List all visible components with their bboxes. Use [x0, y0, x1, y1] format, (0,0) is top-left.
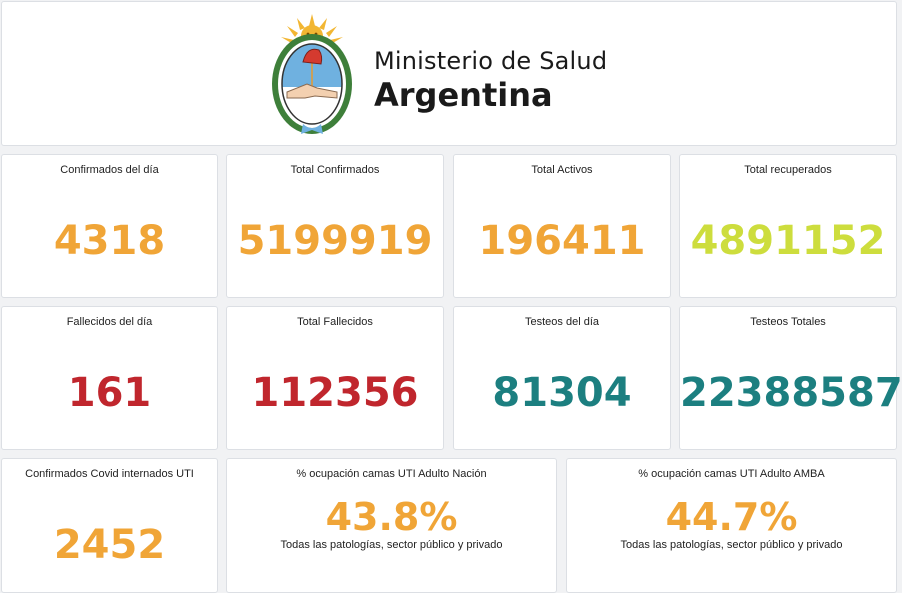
stat-label: Total Fallecidos	[297, 316, 373, 328]
stat-card-total-recuperados: Total recuperados 4891152	[679, 154, 897, 298]
stat-card-total-fallecidos: Total Fallecidos 112356	[226, 306, 444, 450]
header-banner: Ministerio de Salud Argentina	[1, 1, 897, 146]
stat-card-confirmados-dia: Confirmados del día 4318	[1, 154, 218, 298]
stat-value: 2452	[53, 522, 166, 568]
stat-card-ocupacion-amba: % ocupación camas UTI Adulto AMBA 44.7% …	[566, 458, 897, 593]
stat-card-testeos-totales: Testeos Totales 22388587	[679, 306, 902, 450]
stat-card-ocupacion-nacion: % ocupación camas UTI Adulto Nación 43.8…	[226, 458, 557, 593]
stat-value: 4891152	[690, 218, 886, 264]
stat-value: 22388587	[680, 370, 902, 416]
stat-label: Total Activos	[531, 164, 593, 176]
stat-value: 112356	[251, 370, 419, 416]
stat-subtitle: Todas las patologías, sector público y p…	[280, 539, 503, 551]
stat-value: 44.7%	[665, 495, 798, 539]
ministry-title: Ministerio de Salud	[374, 47, 608, 75]
stat-label: % ocupación camas UTI Adulto Nación	[296, 468, 487, 480]
stat-label: Confirmados del día	[60, 164, 159, 176]
stat-label: Confirmados Covid internados UTI	[25, 468, 194, 480]
country-title: Argentina	[374, 76, 553, 114]
stat-value: 196411	[478, 218, 646, 264]
stat-label: % ocupación camas UTI Adulto AMBA	[638, 468, 825, 480]
stat-subtitle: Todas las patologías, sector público y p…	[620, 539, 843, 551]
stat-value: 4318	[53, 218, 166, 264]
stat-label: Fallecidos del día	[66, 316, 153, 328]
stat-value: 161	[67, 370, 152, 416]
stat-value: 81304	[492, 370, 632, 416]
stat-label: Testeos Totales	[750, 316, 826, 328]
stat-label: Total recuperados	[744, 164, 832, 176]
stat-label: Total Confirmados	[290, 164, 380, 176]
ministry-brand: Ministerio de Salud Argentina	[374, 46, 607, 114]
stat-card-total-confirmados: Total Confirmados 5199919	[226, 154, 444, 298]
stat-label: Testeos del día	[525, 316, 599, 328]
stat-card-testeos-dia: Testeos del día 81304	[453, 306, 671, 450]
stat-value: 43.8%	[325, 495, 458, 539]
argentina-coat-of-arms-icon	[272, 14, 352, 134]
stat-card-internados-uti: Confirmados Covid internados UTI 2452	[1, 458, 218, 593]
stat-card-total-activos: Total Activos 196411	[453, 154, 671, 298]
stat-card-fallecidos-dia: Fallecidos del día 161	[1, 306, 218, 450]
stat-value: 5199919	[237, 218, 433, 264]
